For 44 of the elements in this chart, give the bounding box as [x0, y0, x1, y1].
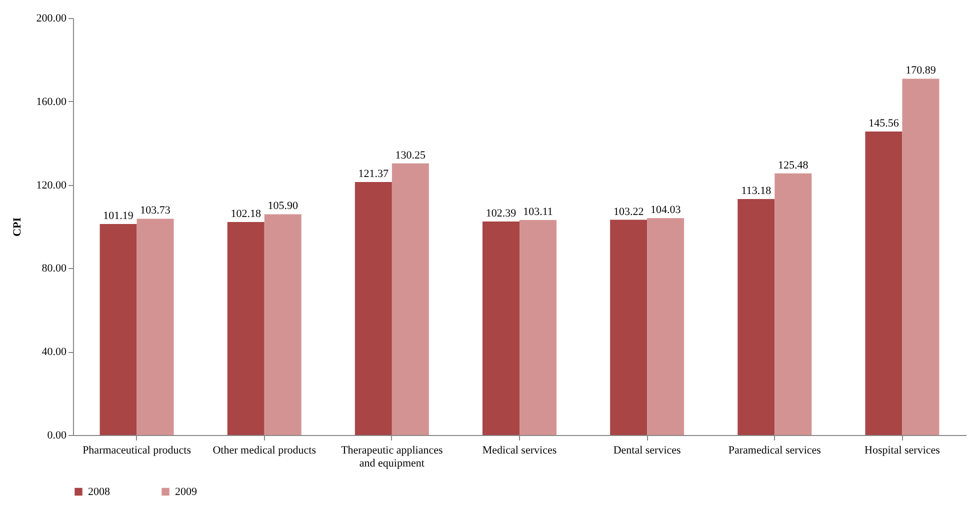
data-label: 103.11: [523, 206, 553, 218]
bar: [392, 163, 429, 435]
data-label: 102.18: [230, 208, 262, 220]
bar: [610, 220, 648, 435]
data-label: 103.22: [613, 206, 644, 218]
y-tick-label: 80.00: [42, 262, 67, 275]
x-tick-label: Pharmaceutical products: [82, 444, 192, 456]
y-tick-label: 120.00: [36, 179, 67, 192]
bar: [136, 218, 174, 435]
x-tick-label: Other medical products: [212, 444, 316, 456]
data-label: 130.25: [395, 149, 426, 162]
data-label: 104.03: [650, 204, 682, 216]
x-tick-label: Paramedical services: [728, 444, 821, 456]
data-label: 113.18: [741, 185, 772, 198]
bar: [354, 182, 392, 435]
bar: [774, 173, 812, 435]
bar: [264, 214, 302, 435]
data-label: 102.39: [486, 208, 517, 220]
legend-label: 2008: [88, 486, 110, 498]
data-label: 101.19: [103, 210, 134, 222]
legend-label: 2009: [175, 486, 198, 498]
data-label: 105.90: [268, 200, 298, 212]
bar: [100, 224, 137, 435]
data-label: 145.56: [868, 118, 900, 130]
y-tick-label: 0.00: [47, 430, 67, 442]
y-tick-label: 160.00: [36, 96, 67, 108]
x-tick-label: Therapeutic appliances and equipment: [341, 444, 443, 470]
bar: [227, 222, 264, 435]
bar: [647, 218, 684, 435]
data-label: 125.48: [778, 159, 809, 172]
x-tick-label: Medical services: [482, 444, 557, 456]
bar: [738, 199, 775, 435]
x-tick-label: Hospital services: [864, 444, 940, 456]
bar: [865, 132, 902, 435]
y-tick-label: 200.00: [36, 12, 67, 24]
x-tick-label: Dental services: [613, 444, 681, 456]
data-label: 170.89: [906, 64, 936, 77]
y-axis-title: CPI: [11, 218, 24, 236]
y-tick-label: 40.00: [42, 346, 67, 358]
bar: [520, 220, 556, 435]
data-label: 103.73: [140, 204, 171, 217]
data-label: 121.37: [358, 168, 390, 180]
bar: [482, 222, 520, 435]
bar: [902, 78, 940, 435]
